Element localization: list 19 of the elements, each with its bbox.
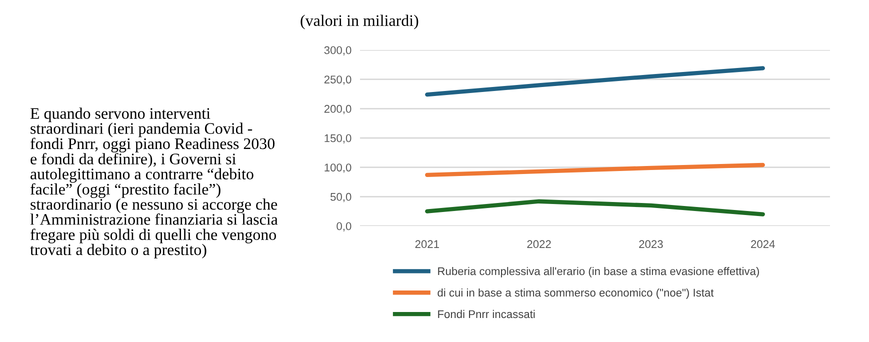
- line-series: [425, 199, 765, 216]
- y-tick-label: 300,0: [324, 46, 352, 56]
- y-tick-label: 150,0: [324, 134, 352, 144]
- x-tick-label: 2024: [751, 240, 775, 248]
- chart-title: (valori in miliardi): [300, 14, 418, 30]
- y-tick-label: 200,0: [324, 104, 352, 114]
- x-tick-label: 2021: [415, 240, 439, 248]
- legend-label: Fondi Pnrr incassati: [438, 310, 535, 318]
- y-tick-label: 250,0: [324, 76, 352, 85]
- legend-label: Ruberia complessiva all'erario (in base a stima evasione effettiva): [438, 267, 759, 278]
- y-tick-label: 100,0: [324, 164, 352, 173]
- text: E quando servono interventi straordinari (ieri pandemia Covid - fondi Pnrr, oggi piano Readiness 2030 e fondi da definire), i Governi si autolegittimano a contrarre “debito facile” (oggi “prestito facile”) straordinario (e nessuno si accorge che l’Amministrazione finanziaria si lascia fregare più soldi di quelli che vengono trovati a debito o a prestito): [30, 108, 278, 258]
- x-tick-label: 2023: [639, 240, 663, 248]
- line-series: [425, 162, 765, 178]
- x-tick-label: 2022: [527, 240, 551, 248]
- y-tick-label: 50,0: [330, 192, 352, 202]
- legend-label: di cui in base a stima sommerso economico ("noe") Istat: [438, 288, 714, 299]
- y-tick-label: 0,0: [336, 222, 352, 232]
- line-series: [425, 66, 765, 97]
